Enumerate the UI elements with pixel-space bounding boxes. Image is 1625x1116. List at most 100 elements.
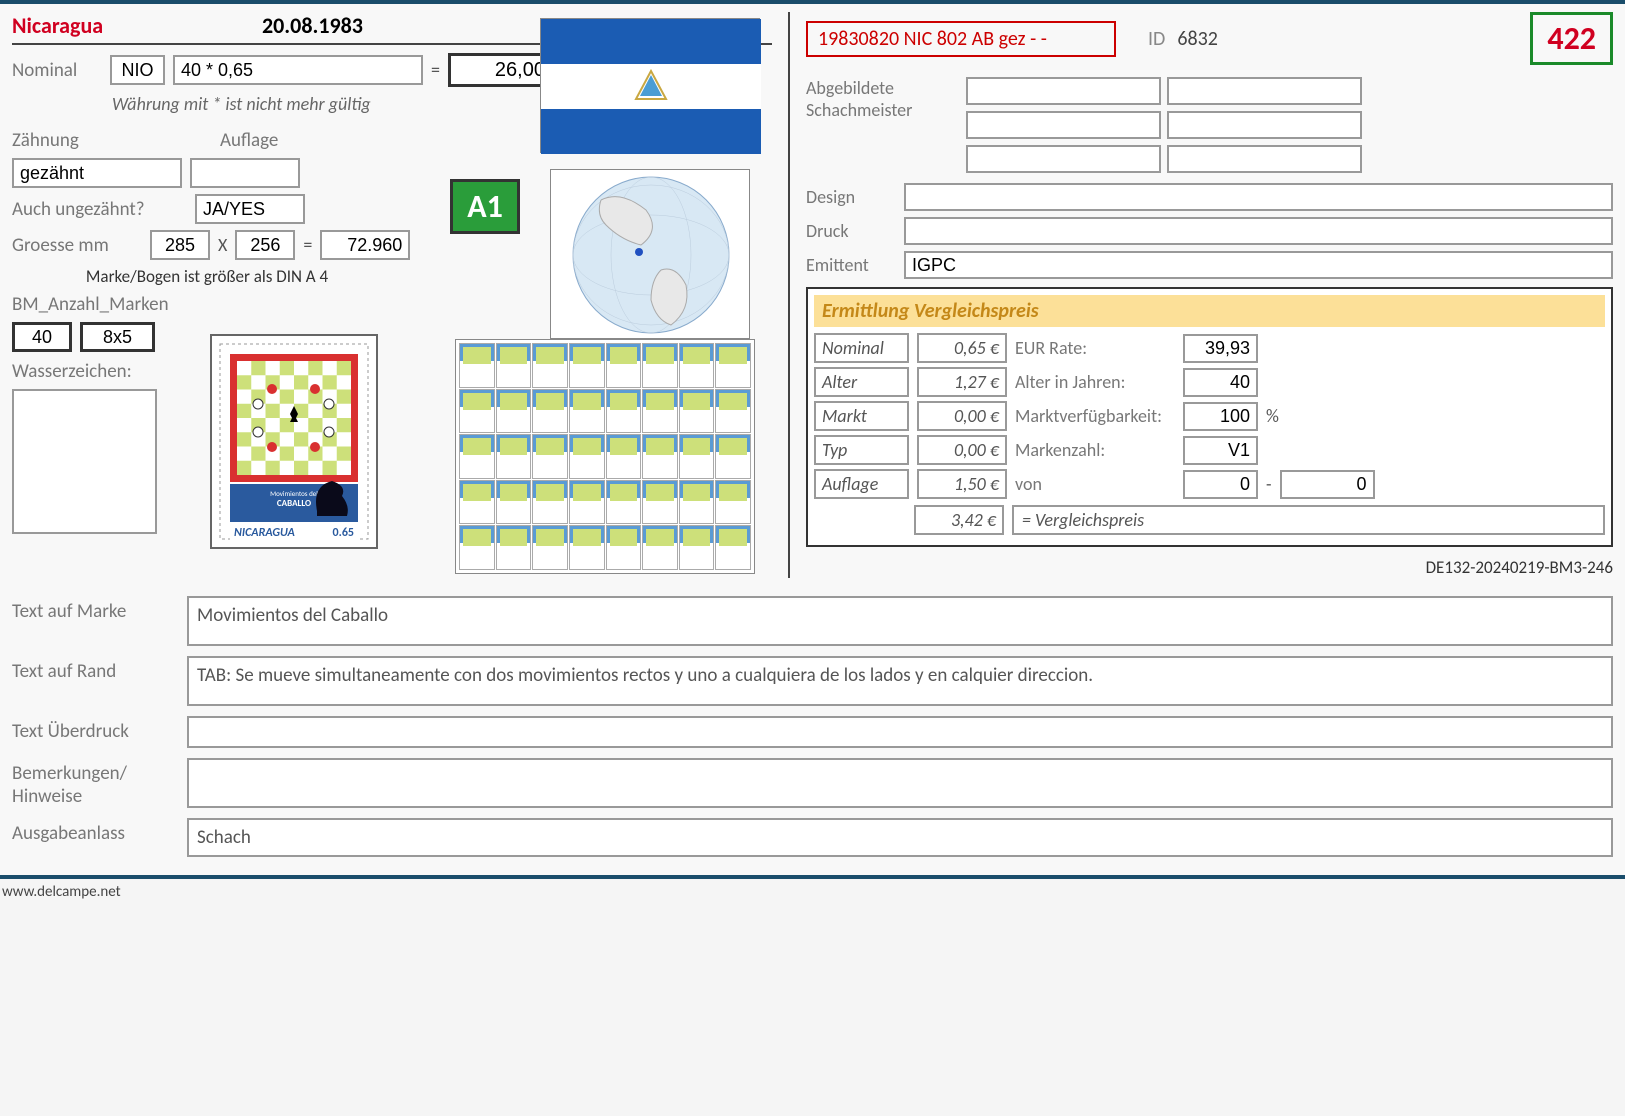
meister-input-6[interactable]	[1167, 145, 1362, 173]
price-row-info-0: EUR Rate:	[1015, 337, 1175, 359]
mini-stamp	[569, 389, 605, 434]
issue-date: 20.08.1983	[262, 12, 363, 39]
nominal-expression-input[interactable]	[173, 55, 423, 85]
width-input[interactable]	[150, 230, 210, 260]
price-row-info-1: Alter in Jahren:	[1015, 371, 1175, 393]
equals-sign: =	[431, 59, 440, 81]
price-row-label-3: Typ	[814, 435, 909, 465]
mini-stamp	[642, 343, 678, 388]
ungezaehnt-input[interactable]	[195, 194, 305, 224]
mini-stamp	[532, 480, 568, 525]
mini-stamp	[715, 525, 751, 570]
text-rand-label: Text auf Rand	[12, 656, 177, 706]
design-label: Design	[806, 186, 896, 208]
meister-label: Abgebildete Schachmeister	[806, 77, 956, 173]
text-ueberdruck-label: Text Überdruck	[12, 716, 177, 748]
price-row-info-3: Markenzahl:	[1015, 439, 1175, 461]
mini-stamp	[642, 389, 678, 434]
groesse-label: Groesse mm	[12, 234, 142, 257]
emittent-input[interactable]	[904, 251, 1613, 279]
count-input[interactable]	[12, 322, 72, 352]
price-extra2-4[interactable]	[1280, 470, 1375, 499]
text-marke-label: Text auf Marke	[12, 596, 177, 646]
svg-text:NICARAGUA: NICARAGUA	[234, 526, 295, 540]
mini-stamp	[459, 389, 495, 434]
price-row-val-4: 1,50 €	[917, 469, 1007, 499]
sequence-number: 422	[1530, 12, 1613, 65]
mini-stamp	[642, 480, 678, 525]
text-section: Text auf Marke Movimientos del Caballo T…	[12, 596, 1613, 857]
area-input[interactable]	[320, 230, 410, 260]
mini-stamp	[532, 389, 568, 434]
left-panel: Nicaragua 20.08.1983 Nominal = Währung m…	[12, 12, 772, 578]
price-extra-3[interactable]	[1183, 436, 1258, 465]
text-bemerkungen-input[interactable]	[187, 758, 1613, 808]
mini-stamp	[459, 525, 495, 570]
design-input[interactable]	[904, 183, 1613, 211]
sheet-image	[455, 339, 755, 574]
mini-stamp	[532, 525, 568, 570]
mini-stamp	[715, 480, 751, 525]
price-extra-2[interactable]	[1183, 402, 1258, 431]
meister-input-3[interactable]	[966, 111, 1161, 139]
mini-stamp	[496, 525, 532, 570]
price-row-label-0: Nominal	[814, 333, 909, 363]
price-extra-1[interactable]	[1183, 368, 1258, 397]
meister-input-4[interactable]	[1167, 111, 1362, 139]
mini-stamp	[679, 343, 715, 388]
mini-stamp	[679, 434, 715, 479]
id-value: 6832	[1177, 27, 1218, 51]
price-extra-0[interactable]	[1183, 334, 1258, 363]
mini-stamp	[459, 343, 495, 388]
text-anlass-input[interactable]: Schach	[187, 818, 1613, 857]
mini-stamp	[569, 480, 605, 525]
meister-input-2[interactable]	[1167, 77, 1362, 105]
text-rand-input[interactable]: TAB: Se mueve simultaneamente con dos mo…	[187, 656, 1613, 706]
mini-stamp	[532, 434, 568, 479]
size-note: Marke/Bogen ist größer als DIN A 4	[12, 266, 402, 287]
id-label: ID	[1148, 27, 1165, 51]
meister-input-1[interactable]	[966, 77, 1161, 105]
footer-url: www.delcampe.net	[0, 879, 1625, 905]
mini-stamp	[496, 434, 532, 479]
price-total-label: = Vergleichspreis	[1012, 505, 1605, 535]
stamp-image: Movimientos del CABALLO NICARAGUA 0.65	[210, 334, 378, 549]
right-panel: 19830820 NIC 802 AB gez - - ID 6832 422 …	[788, 12, 1613, 578]
eq-label: =	[303, 234, 312, 256]
mini-stamp	[606, 343, 642, 388]
x-label: X	[218, 234, 227, 256]
mini-stamp	[532, 343, 568, 388]
mini-stamp	[459, 480, 495, 525]
country-name: Nicaragua	[12, 12, 262, 39]
text-bemerkungen-label: Bemerkungen/ Hinweise	[12, 758, 177, 808]
mini-stamp	[496, 389, 532, 434]
currency-input[interactable]	[110, 55, 165, 85]
zaehnung-input[interactable]	[12, 158, 182, 188]
text-ueberdruck-input[interactable]	[187, 716, 1613, 748]
svg-text:0.65: 0.65	[333, 526, 354, 540]
mini-stamp	[679, 480, 715, 525]
price-row-label-2: Markt	[814, 401, 909, 431]
mini-stamp	[496, 343, 532, 388]
layout-input[interactable]	[80, 322, 155, 352]
mini-stamp	[679, 525, 715, 570]
height-input[interactable]	[235, 230, 295, 260]
mini-stamp	[715, 343, 751, 388]
ungezaehnt-label: Auch ungezähnt?	[12, 198, 187, 221]
mini-stamp	[679, 389, 715, 434]
price-extra-4[interactable]	[1183, 470, 1258, 499]
price-row-val-3: 0,00 €	[917, 435, 1007, 465]
price-row-val-2: 0,00 €	[917, 401, 1007, 431]
price-panel: Ermittlung Vergleichspreis Nominal 0,65 …	[806, 287, 1613, 547]
druck-input[interactable]	[904, 217, 1613, 245]
anzahl-label: BM_Anzahl_Marken	[12, 293, 169, 316]
mini-stamp	[642, 434, 678, 479]
mini-stamp	[569, 343, 605, 388]
mini-stamp	[642, 525, 678, 570]
wasserzeichen-box[interactable]	[12, 389, 157, 534]
wasserzeichen-label: Wasserzeichen:	[12, 360, 132, 383]
auflage-label: Auflage	[220, 129, 278, 152]
text-marke-input[interactable]: Movimientos del Caballo	[187, 596, 1613, 646]
auflage-input[interactable]	[190, 158, 300, 188]
meister-input-5[interactable]	[966, 145, 1161, 173]
